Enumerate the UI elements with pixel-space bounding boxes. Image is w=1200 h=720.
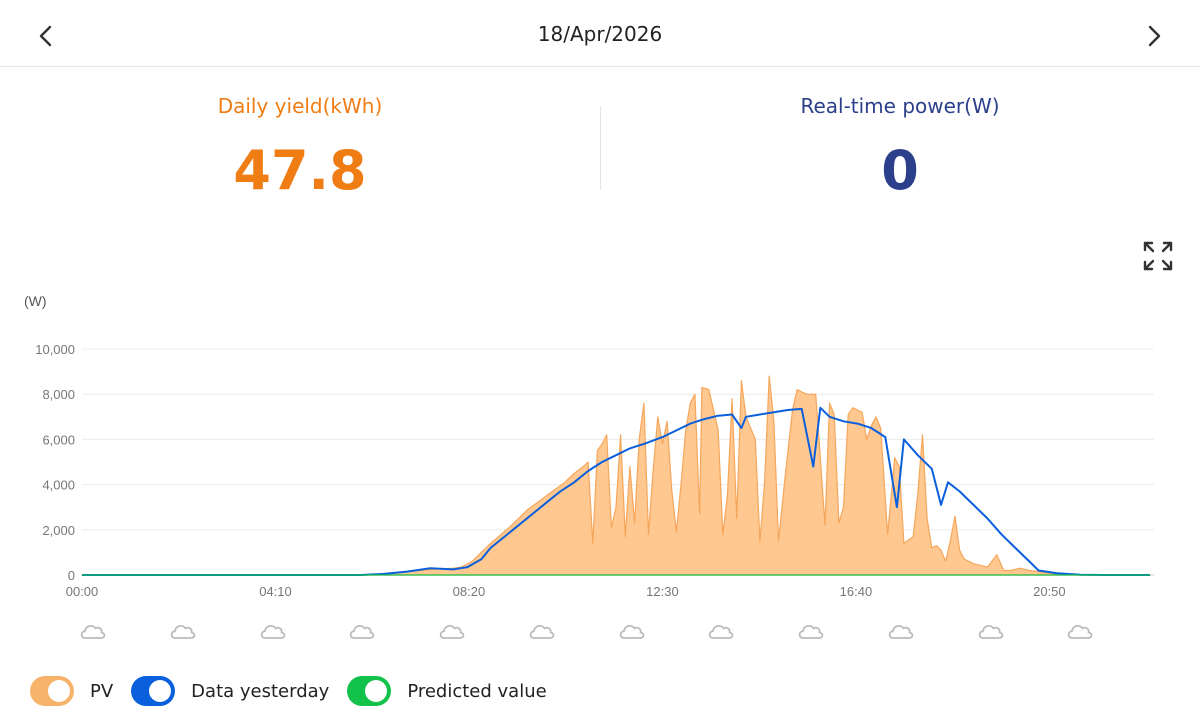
previous-day-button[interactable]: [28, 18, 64, 54]
legend-label-yesterday: Data yesterday: [191, 680, 330, 702]
legend-label-predicted: Predicted value: [407, 680, 547, 702]
daily-yield-value: 47.8: [233, 139, 367, 202]
predicted-toggle[interactable]: [347, 676, 392, 706]
realtime-power-label: Real-time power(W): [800, 94, 1000, 118]
cloud-icon: [708, 624, 734, 639]
cloud-icon: [80, 624, 106, 639]
y-tick-label: 0: [68, 568, 75, 583]
y-tick-label: 2,000: [42, 523, 75, 538]
cloud-icon: [349, 624, 375, 639]
legend-label-pv: PV: [90, 680, 114, 702]
next-day-button[interactable]: [1136, 18, 1172, 54]
legend-item-yesterday[interactable]: Data yesterday: [131, 676, 329, 706]
cloud-icon: [260, 624, 286, 639]
date-header: 18/Apr/2026: [0, 0, 1200, 67]
cloud-icon: [798, 624, 824, 639]
x-tick-label: 20:50: [1033, 584, 1066, 599]
pv-area-series: [81, 375, 1151, 576]
x-tick-label: 08:20: [453, 584, 486, 599]
legend-item-predicted[interactable]: Predicted value: [347, 676, 547, 706]
yesterday-toggle[interactable]: [131, 676, 176, 706]
y-tick-label: 10,000: [35, 342, 75, 357]
cloud-icon: [619, 624, 645, 639]
y-tick-label: 4,000: [42, 478, 75, 493]
cloud-icon: [978, 624, 1004, 639]
realtime-power-value: 0: [881, 139, 919, 202]
cloud-icon: [888, 624, 914, 639]
daily-yield-stat: Daily yield(kWh) 47.8: [0, 67, 600, 227]
y-axis-unit-label: (W): [24, 293, 47, 309]
chevron-left-icon: [39, 25, 52, 47]
cloud-icon: [170, 624, 196, 639]
x-tick-label: 16:40: [840, 584, 873, 599]
y-tick-label: 8,000: [42, 387, 75, 402]
daily-yield-label: Daily yield(kWh): [217, 94, 383, 118]
cloud-icon: [1067, 624, 1093, 639]
fullscreen-button[interactable]: [1142, 240, 1174, 272]
y-tick-label: 6,000: [42, 432, 75, 447]
selected-date[interactable]: 18/Apr/2026: [537, 22, 663, 46]
x-tick-label: 12:30: [646, 584, 679, 599]
x-tick-label: 00:00: [66, 584, 99, 599]
legend-item-pv[interactable]: PV: [30, 676, 113, 706]
cloud-icon: [439, 624, 465, 639]
x-tick-label: 04:10: [259, 584, 292, 599]
stats-divider: [600, 106, 601, 190]
yesterday-line-series: [82, 406, 1150, 576]
power-chart[interactable]: (W) 10,000 8,000 6,000 4,000 2,000 000:00 04:10…: [0, 285, 1200, 650]
chart-legend: PV Data yesterday Predicted value: [30, 675, 565, 707]
cloud-icon: [529, 624, 555, 639]
realtime-power-stat: Real-time power(W) 0: [600, 67, 1200, 227]
summary-stats: Daily yield(kWh) 47.8 Real-time power(W)…: [0, 67, 1200, 227]
pv-toggle[interactable]: [30, 676, 74, 706]
chevron-right-icon: [1148, 25, 1161, 47]
expand-icon: [1143, 241, 1173, 271]
